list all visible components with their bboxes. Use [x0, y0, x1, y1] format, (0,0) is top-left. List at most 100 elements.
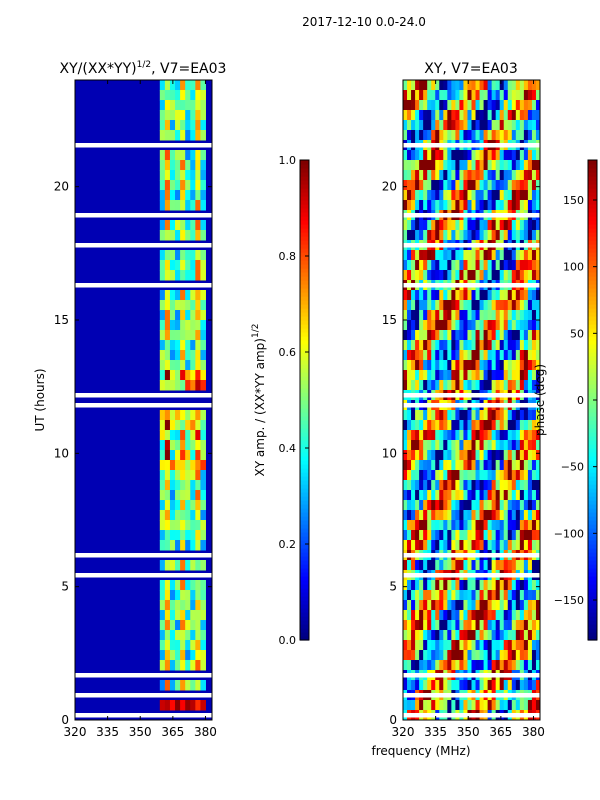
phase-cell: [523, 660, 529, 671]
phase-cell: [443, 160, 448, 171]
amplitude-cell: [200, 270, 206, 281]
phase-cell: [495, 380, 501, 391]
phase-cell: [491, 290, 497, 301]
phase-cell: [499, 330, 505, 341]
phase-cell: [419, 380, 424, 391]
phase-cell: [527, 100, 533, 111]
phase-cell: [483, 420, 489, 431]
amplitude-cell: [180, 90, 186, 101]
phase-cell: [511, 220, 517, 231]
amplitude-cell: [200, 250, 206, 261]
phase-cell: [519, 380, 525, 391]
phase-cell: [479, 410, 484, 421]
amplitude-cell: [190, 230, 196, 241]
phase-cell: [515, 560, 521, 571]
phase-cell: [451, 700, 456, 711]
phase-cell: [495, 330, 501, 341]
phase-cell: [455, 490, 460, 501]
phase-cell: [403, 460, 408, 471]
phase-cell: [531, 460, 537, 471]
phase-cell: [467, 450, 472, 461]
phase-cell: [519, 180, 525, 191]
phase-cell: [443, 680, 448, 691]
phase-cell: [531, 380, 537, 391]
phase-cell: [459, 590, 464, 601]
phase-cell: [527, 170, 533, 181]
phase-cell: [519, 100, 525, 111]
phase-cell: [407, 220, 412, 231]
amplitude-cell: [195, 340, 201, 351]
flagged-row: [403, 243, 540, 248]
phase-cell: [411, 380, 416, 391]
colorbar-segment: [300, 572, 309, 577]
phase-cell: [403, 370, 408, 381]
phase-cell: [491, 540, 497, 551]
phase-cell: [467, 410, 472, 421]
colorbar-segment: [300, 336, 309, 341]
phase-cell: [495, 430, 501, 441]
phase-cell: [523, 220, 529, 231]
amplitude-cell: [175, 260, 181, 271]
phase-cell: [459, 700, 464, 711]
phase-cell: [495, 440, 501, 451]
phase-cell: [527, 680, 533, 691]
phase-cell: [415, 540, 420, 551]
phase-cell: [403, 470, 408, 481]
phase-cell: [407, 680, 412, 691]
phase-cell: [459, 340, 464, 351]
y-tick-label: 0: [61, 713, 69, 727]
phase-cell: [491, 600, 497, 611]
phase-cell: [483, 80, 489, 91]
phase-cell: [451, 650, 456, 661]
colorbar-segment: [588, 440, 597, 445]
amplitude-ratio-panel: XY/(XX*YY)1/2, V7=EA03 320 335 350 365 380 0…: [33, 60, 226, 739]
phase-cell: [443, 90, 448, 101]
phase-cell: [463, 620, 468, 631]
phase-cell: [407, 380, 412, 391]
phase-cell: [507, 90, 513, 101]
phase-cell: [447, 510, 452, 521]
colorbar-segment: [588, 568, 597, 573]
phase-cell: [511, 200, 517, 211]
colorbar-segment: [588, 596, 597, 601]
amplitude-cell: [190, 460, 196, 471]
phase-cell: [523, 510, 529, 521]
phase-cell: [415, 520, 420, 531]
phase-cell: [427, 310, 432, 321]
phase-colorbar-gradient: [588, 160, 597, 641]
phase-cell: [431, 480, 436, 491]
amplitude-cell: [175, 330, 181, 341]
colorbar-segment: [588, 164, 597, 169]
phase-panel-title: XY, V7=EA03: [424, 61, 518, 77]
phase-cell: [411, 630, 416, 641]
phase-cell: [535, 200, 541, 211]
phase-cell: [407, 610, 412, 621]
phase-cell: [531, 160, 537, 171]
phase-cell: [423, 620, 428, 631]
phase-cell: [507, 80, 513, 91]
phase-cell: [471, 320, 476, 331]
phase-cell: [439, 310, 444, 321]
colorbar-segment: [300, 216, 309, 221]
amplitude-cell: [190, 100, 196, 111]
phase-cell: [435, 330, 440, 341]
phase-cell: [475, 250, 480, 261]
amplitude-cell: [159, 460, 166, 471]
amplitude-cell: [190, 680, 196, 691]
phase-cell: [467, 170, 472, 181]
phase-cell: [427, 300, 432, 311]
phase-cell: [483, 270, 489, 281]
phase-cell: [435, 180, 440, 191]
phase-cell: [535, 440, 541, 451]
phase-cell: [423, 350, 428, 361]
amplitude-cell: [175, 200, 181, 211]
colorbar-segment: [588, 588, 597, 593]
amplitude-cell: [190, 300, 196, 311]
phase-cell: [403, 340, 408, 351]
amplitude-cell: [190, 340, 196, 351]
amplitude-cell: [190, 640, 196, 651]
phase-cell: [523, 200, 529, 211]
amplitude-cell: [159, 640, 166, 651]
colorbar-segment: [300, 424, 309, 429]
colorbar-segment: [588, 492, 597, 497]
